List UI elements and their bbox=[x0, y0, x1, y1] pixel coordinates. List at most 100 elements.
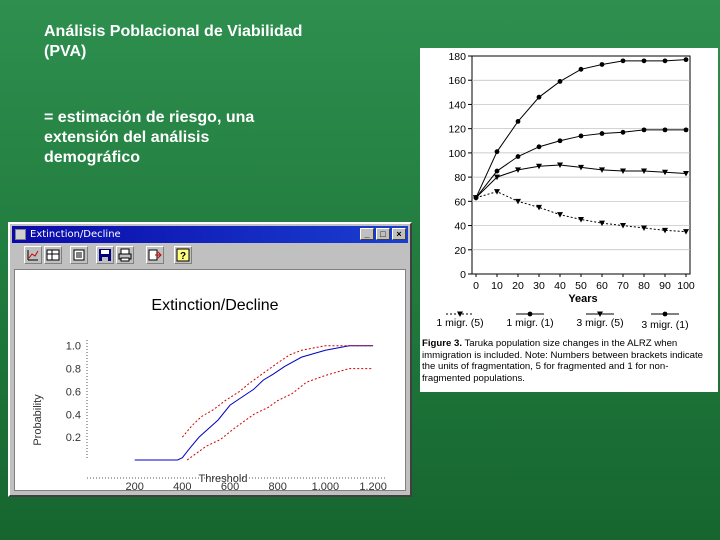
data-point bbox=[494, 149, 500, 155]
data-point bbox=[494, 168, 500, 174]
data-point bbox=[578, 217, 584, 223]
x-tick-label: 20 bbox=[512, 280, 524, 292]
legend-marker bbox=[597, 311, 603, 317]
y-tick-label: 0.2 bbox=[66, 432, 81, 444]
data-point bbox=[515, 154, 521, 159]
data-point bbox=[683, 57, 689, 63]
data-point bbox=[536, 163, 542, 170]
data-point bbox=[473, 195, 479, 201]
legend-marker bbox=[457, 311, 463, 317]
data-point bbox=[599, 131, 605, 136]
x-tick-label: 200 bbox=[126, 481, 144, 490]
legend-marker bbox=[527, 311, 533, 317]
export-icon[interactable] bbox=[146, 246, 164, 264]
series-line-0 bbox=[475, 191, 687, 233]
data-point bbox=[494, 189, 500, 195]
data-point bbox=[599, 220, 605, 227]
series-line-2 bbox=[186, 368, 374, 461]
slide-body-text: = estimación de riesgo, una extensión de… bbox=[44, 108, 334, 168]
help-symbol: ? bbox=[180, 251, 186, 262]
data-point bbox=[515, 167, 521, 173]
x-tick-label: 400 bbox=[173, 481, 191, 490]
x-tick-label: 1,200 bbox=[359, 481, 387, 490]
x-tick-label: 60 bbox=[596, 280, 608, 292]
y-tick-label: 140 bbox=[448, 99, 466, 111]
data-point bbox=[557, 212, 563, 218]
plot-area: Extinction/Decline Probability Threshold… bbox=[14, 269, 406, 493]
data-point bbox=[578, 133, 584, 139]
y-tick-label: 20 bbox=[454, 245, 466, 257]
x-tick-label: 0 bbox=[473, 280, 479, 292]
x-tick-label: 30 bbox=[533, 280, 545, 292]
y-axis-label: Probability bbox=[32, 394, 44, 446]
series-line-1 bbox=[181, 345, 374, 438]
data-point bbox=[620, 129, 626, 135]
y-tick-label: 0 bbox=[460, 269, 466, 281]
extinction-window: Extinction/Decline _ □ × ? Extinction/De… bbox=[8, 222, 412, 497]
data-point bbox=[641, 58, 647, 64]
data-point bbox=[536, 94, 542, 100]
print-icon[interactable] bbox=[116, 246, 134, 264]
data-point bbox=[578, 164, 584, 171]
x-tick-label: 40 bbox=[554, 280, 566, 292]
y-tick-label: 0.6 bbox=[66, 386, 81, 398]
window-title: Extinction/Decline bbox=[30, 229, 121, 240]
data-point bbox=[494, 174, 500, 181]
data-point bbox=[662, 227, 668, 234]
legend-marker bbox=[662, 311, 668, 317]
figure-caption-text: Taruka population size changes in the AL… bbox=[422, 338, 704, 384]
minimize-button[interactable]: _ bbox=[360, 228, 374, 240]
y-tick-label: 40 bbox=[454, 221, 466, 233]
legend-label: 1 migr. (5) bbox=[436, 317, 483, 329]
data-point bbox=[620, 223, 626, 229]
data-point bbox=[683, 170, 689, 177]
chart-title: Extinction/Decline bbox=[151, 297, 278, 314]
data-point bbox=[557, 162, 563, 168]
legend-label: 1 migr. (1) bbox=[506, 317, 553, 329]
save-icon[interactable] bbox=[96, 246, 114, 264]
data-point bbox=[683, 229, 689, 235]
body-line: demográfico bbox=[44, 149, 141, 166]
data-point bbox=[578, 66, 584, 72]
x-tick-label: 80 bbox=[638, 280, 650, 292]
x-tick-label: 800 bbox=[269, 481, 287, 490]
data-point bbox=[557, 79, 563, 84]
data-point bbox=[515, 119, 521, 124]
slide-title-line: Análisis Poblacional de Viabilidad bbox=[44, 23, 303, 40]
x-tick-label: 70 bbox=[617, 280, 629, 292]
window-titlebar[interactable]: Extinction/Decline _ □ × bbox=[12, 226, 408, 243]
x-axis-label: Years bbox=[568, 293, 597, 305]
data-point bbox=[662, 127, 668, 133]
y-tick-label: 160 bbox=[448, 75, 466, 87]
close-button[interactable]: × bbox=[392, 228, 406, 240]
data-point bbox=[662, 58, 668, 64]
data-point bbox=[599, 62, 605, 67]
data-point bbox=[536, 144, 542, 150]
x-tick-label: 100 bbox=[677, 280, 695, 292]
data-point bbox=[641, 168, 647, 175]
x-tick-label: 90 bbox=[659, 280, 671, 292]
data-point bbox=[683, 127, 689, 133]
y-tick-label: 0.4 bbox=[66, 409, 81, 421]
population-chart: Years 0 20 40 60 80 100 120 140 160 180 0 10 20 30 40 5… bbox=[436, 51, 695, 331]
y-tick-label: 80 bbox=[454, 172, 466, 184]
maximize-button[interactable]: □ bbox=[376, 228, 390, 240]
window-toolbar: ? bbox=[14, 245, 406, 267]
slide-title: Análisis Poblacional de Viabilidad (PVA) bbox=[44, 22, 374, 62]
slide-title-line: (PVA) bbox=[44, 43, 87, 60]
x-tick-label: 600 bbox=[221, 481, 239, 490]
chart-icon[interactable] bbox=[24, 246, 42, 264]
table-icon[interactable] bbox=[44, 246, 62, 264]
y-tick-label: 180 bbox=[448, 51, 466, 63]
data-point bbox=[599, 167, 605, 173]
figure-label: Figure 3. bbox=[422, 338, 462, 349]
legend-label: 3 migr. (5) bbox=[576, 317, 623, 329]
help-icon[interactable]: ? bbox=[174, 246, 192, 264]
settings-icon[interactable] bbox=[70, 246, 88, 264]
series-line-0 bbox=[134, 345, 374, 461]
body-line: extensión del análisis bbox=[44, 129, 210, 146]
app-icon bbox=[15, 229, 26, 240]
x-tick-label: 1,000 bbox=[312, 481, 340, 490]
extinction-chart: Extinction/Decline Probability Threshold… bbox=[32, 297, 387, 493]
data-point bbox=[515, 198, 521, 205]
